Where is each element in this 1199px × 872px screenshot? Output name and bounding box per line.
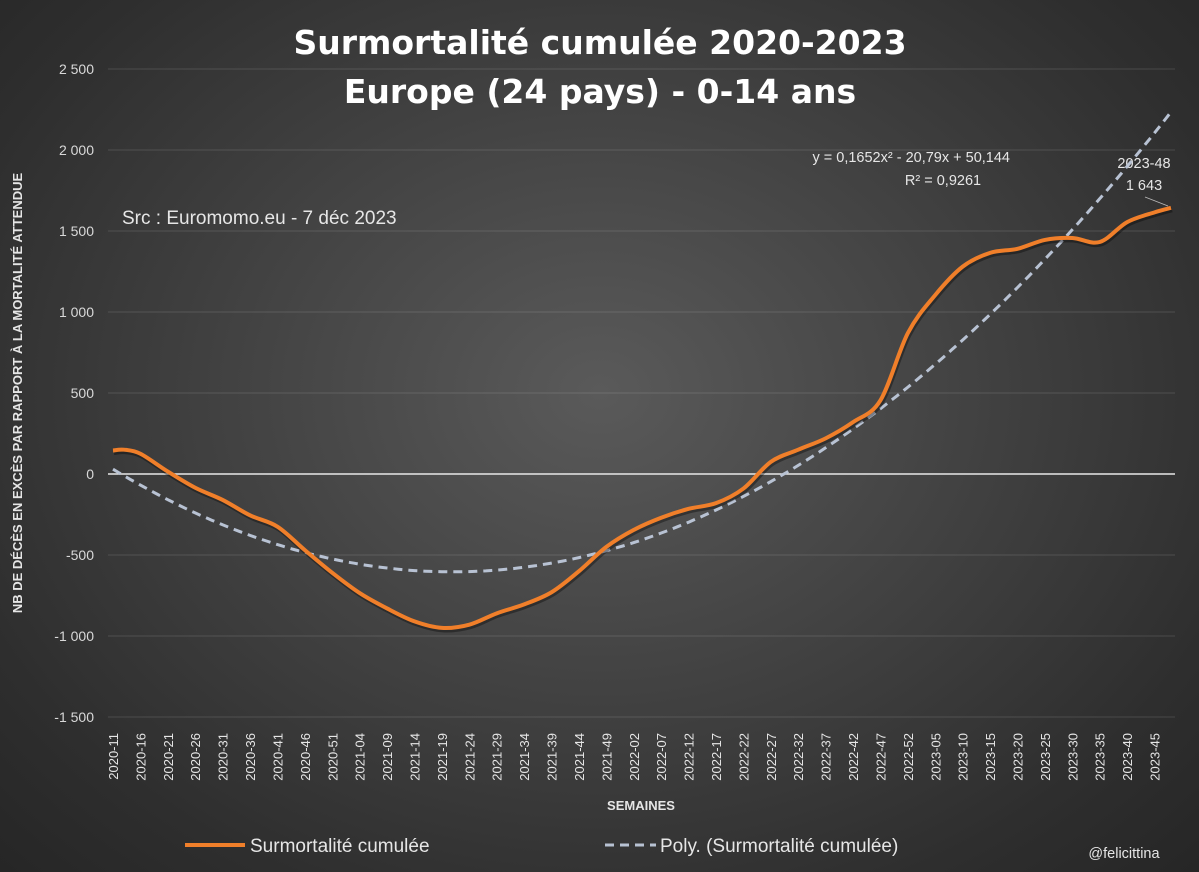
x-tick-label: 2023-10 (956, 733, 971, 781)
x-tick-label: 2023-25 (1038, 733, 1053, 781)
chart-subtitle: Europe (24 pays) - 0-14 ans (344, 72, 856, 111)
credit: @felicittina (1088, 846, 1160, 862)
x-tick-label: 2022-32 (791, 733, 806, 781)
x-tick-label: 2023-45 (1148, 733, 1163, 781)
x-tick-label: 2021-24 (462, 733, 477, 781)
series-line-surmortalite (112, 205, 1172, 631)
legend-label-trend: Poly. (Surmortalité cumulée) (660, 836, 898, 857)
y-tick-label: 2 000 (59, 142, 94, 158)
annotation-leader-line (1144, 196, 1169, 207)
gridlines (108, 68, 1175, 718)
x-tick-label: 2023-40 (1120, 733, 1135, 781)
x-tick-label: 2021-29 (490, 733, 505, 781)
x-tick-label: 2021-14 (408, 733, 423, 781)
source-note: Src : Euromomo.eu - 7 déc 2023 (122, 208, 397, 229)
x-tick-label: 2022-42 (846, 733, 861, 781)
x-tick-label: 2022-52 (901, 733, 916, 781)
series-line-shadow (113, 207, 1173, 633)
x-tick-label: 2022-27 (764, 733, 779, 781)
x-tick-label: 2020-16 (133, 733, 148, 781)
y-tick-label: 2 500 (59, 61, 94, 77)
trendline-poly (112, 111, 1173, 574)
y-tick-label: -1 000 (54, 628, 94, 644)
x-tick-label: 2020-26 (188, 733, 203, 781)
annotation-value: 1 643 (1126, 178, 1162, 194)
x-tick-label: 2020-31 (216, 733, 231, 781)
y-tick-label: 1 000 (59, 304, 94, 320)
annotation-week: 2023-48 (1117, 156, 1170, 172)
x-tick-label: 2021-09 (380, 733, 395, 781)
x-tick-label: 2021-49 (599, 733, 614, 781)
x-tick-label: 2023-15 (983, 733, 998, 781)
x-tick-label: 2023-20 (1011, 733, 1026, 781)
x-tick-label: 2022-47 (873, 733, 888, 781)
y-tick-label: 1 500 (59, 223, 94, 239)
x-tick-label: 2021-04 (353, 733, 368, 781)
x-tick-label: 2020-21 (161, 733, 176, 781)
x-tick-label: 2022-22 (736, 733, 751, 781)
x-tick-label: 2020-51 (325, 733, 340, 781)
x-tick-label: 2021-44 (572, 733, 587, 781)
x-tick-label: 2020-41 (270, 733, 285, 781)
legend: Surmortalité cumulée Poly. (Surmortalité… (185, 836, 898, 857)
x-tick-label: 2020-11 (106, 733, 121, 780)
x-tick-label: 2023-30 (1065, 733, 1080, 781)
trend-equation: y = 0,1652x² - 20,79x + 50,144 (813, 150, 1011, 166)
y-tick-label: 500 (71, 385, 95, 401)
chart-title: Surmortalité cumulée 2020-2023 (293, 23, 906, 62)
x-tick-label: 2022-02 (627, 733, 642, 781)
y-tick-label: -500 (66, 547, 94, 563)
x-tick-label: 2021-34 (517, 733, 532, 781)
x-tick-label: 2022-12 (682, 733, 697, 781)
x-tick-label: 2022-07 (654, 733, 669, 781)
x-axis-title: SEMAINES (607, 798, 675, 813)
y-axis-title: NB DE DÉCÈS EN EXCÈS PAR RAPPORT À LA MO… (10, 173, 25, 614)
x-tick-label: 2020-36 (243, 733, 258, 781)
x-tick-label: 2023-35 (1093, 733, 1108, 781)
x-tick-label: 2022-37 (819, 733, 834, 781)
y-tick-label: 0 (86, 466, 94, 482)
legend-label-actual: Surmortalité cumulée (250, 836, 430, 857)
y-tick-label: -1 500 (54, 709, 94, 725)
trend-r2: R² = 0,9261 (905, 173, 981, 189)
x-tick-label: 2022-17 (709, 733, 724, 781)
x-tick-label: 2020-46 (298, 733, 313, 781)
x-tick-label: 2023-05 (928, 733, 943, 781)
x-tick-label: 2021-19 (435, 733, 450, 781)
x-tick-label: 2021-39 (545, 733, 560, 781)
